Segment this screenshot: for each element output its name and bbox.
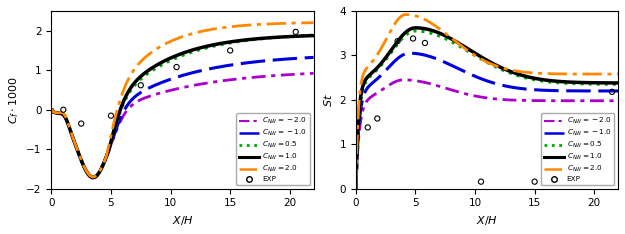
Point [408,37,418,40]
Point [291,30,301,34]
Point [225,49,235,52]
Point [136,83,146,87]
Point [372,117,382,121]
Point [392,39,402,43]
Y-axis label: $C_f \cdot 1000$: $C_f \cdot 1000$ [7,76,21,124]
Point [171,65,181,69]
Point [106,114,116,117]
Legend: $C_{NW}=-2.0$, $C_{NW}=-1.0$, $C_{NW}=0.5$, $C_{NW}=1.0$, $C_{NW}=2.0$, EXP: $C_{NW}=-2.0$, $C_{NW}=-1.0$, $C_{NW}=0.… [541,113,614,185]
Legend: $C_{NW}=-2.0$, $C_{NW}=-1.0$, $C_{NW}=0.5$, $C_{NW}=1.0$, $C_{NW}=2.0$, EXP: $C_{NW}=-2.0$, $C_{NW}=-1.0$, $C_{NW}=0.… [236,113,310,185]
Point [76,122,86,125]
Point [362,126,372,129]
X-axis label: $X/H$: $X/H$ [476,214,498,227]
X-axis label: $X/H$: $X/H$ [172,214,193,227]
Point [58,108,68,112]
Y-axis label: $St$: $St$ [322,93,334,107]
Point [607,90,617,94]
Point [476,180,486,183]
Point [529,180,539,183]
Point [420,41,430,45]
